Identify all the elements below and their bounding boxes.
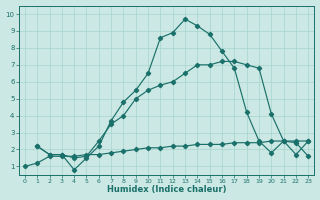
X-axis label: Humidex (Indice chaleur): Humidex (Indice chaleur) bbox=[107, 185, 226, 194]
